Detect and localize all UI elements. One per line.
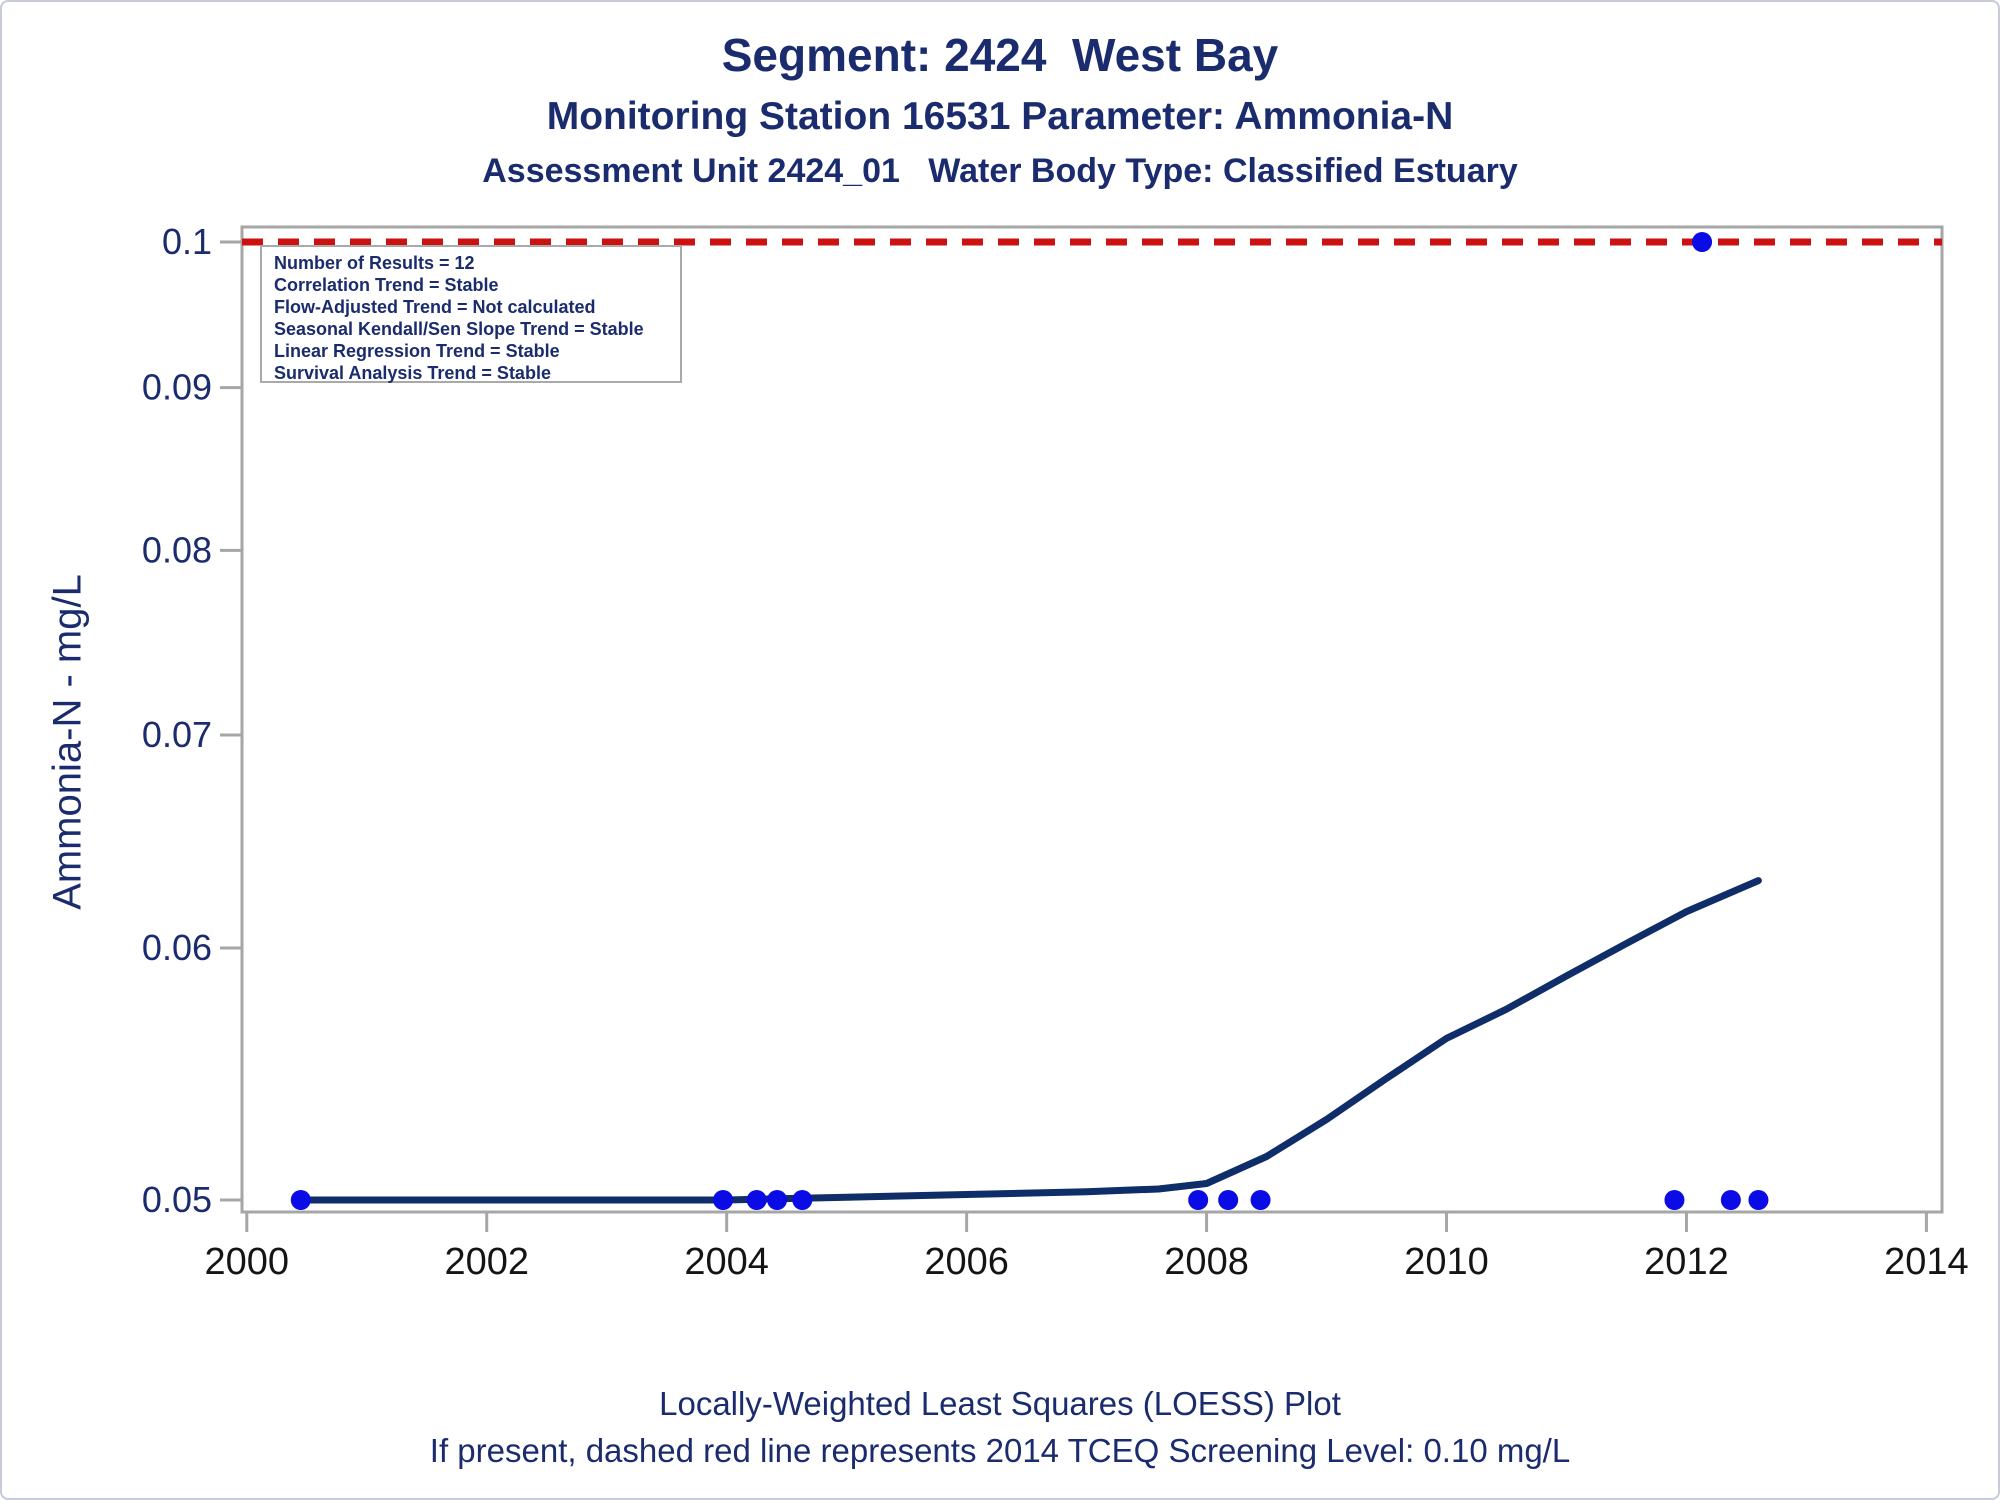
stat-line-flow-adjusted: Flow-Adjusted Trend = Not calculated (274, 297, 596, 317)
data-point (713, 1190, 734, 1210)
y-tick-label: 0.07 (142, 714, 212, 755)
stat-line-survival-analysis: Survival Analysis Trend = Stable (274, 363, 551, 383)
y-axis-title: Ammonia-N - mg/L (45, 574, 90, 910)
x-tick-label: 2014 (1884, 1241, 1969, 1283)
title-line-3: Assessment Unit 2424_01 Water Body Type:… (482, 152, 1518, 190)
title-line-2: Monitoring Station 16531 Parameter: Ammo… (546, 95, 1454, 138)
title-line-1: Segment: 2424 West Bay (721, 29, 1279, 81)
chart-titles: Segment: 2424 West Bay Monitoring Statio… (2, 2, 1998, 191)
data-point (1748, 1190, 1769, 1210)
data-point (746, 1190, 767, 1210)
x-tick-label: 2002 (444, 1241, 529, 1283)
stat-line-linear-regression: Linear Regression Trend = Stable (274, 341, 560, 361)
data-point (1720, 1190, 1741, 1210)
stat-line-results: Number of Results = 12 (274, 253, 475, 273)
x-tick-label: 2006 (924, 1241, 1009, 1283)
y-tick-label: 0.09 (142, 367, 212, 408)
footnote-loess: Locally-Weighted Least Squares (LOESS) P… (659, 1385, 1341, 1422)
stat-line-correlation-trend: Correlation Trend = Stable (274, 275, 499, 295)
y-tick-label: 0.05 (142, 1179, 212, 1220)
data-point (1188, 1190, 1209, 1210)
plot-frame (240, 225, 1944, 1214)
stat-line-seasonal-kendall: Seasonal Kendall/Sen Slope Trend = Stabl… (274, 319, 644, 339)
data-point (1664, 1190, 1685, 1210)
y-tick-label: 0.06 (142, 927, 212, 968)
loess-curve (297, 877, 1762, 1204)
y-tick-label: 0.1 (162, 221, 212, 262)
data-point (1692, 232, 1713, 252)
x-tick-label: 2010 (1404, 1241, 1489, 1283)
x-tick-label: 2008 (1164, 1241, 1249, 1283)
x-tick-label: 2004 (684, 1241, 769, 1283)
y-tick-label: 0.08 (142, 529, 212, 570)
x-tick-label: 2012 (1644, 1241, 1729, 1283)
footnote-screening: If present, dashed red line represents 2… (429, 1432, 1571, 1469)
data-point (290, 1190, 311, 1210)
data-point (792, 1190, 813, 1210)
data-point (767, 1190, 788, 1210)
data-point (1218, 1190, 1239, 1210)
x-tick-label: 2000 (205, 1241, 290, 1283)
trend-summary-box: Number of Results = 12 Correlation Trend… (260, 245, 682, 383)
data-point (1250, 1190, 1271, 1210)
